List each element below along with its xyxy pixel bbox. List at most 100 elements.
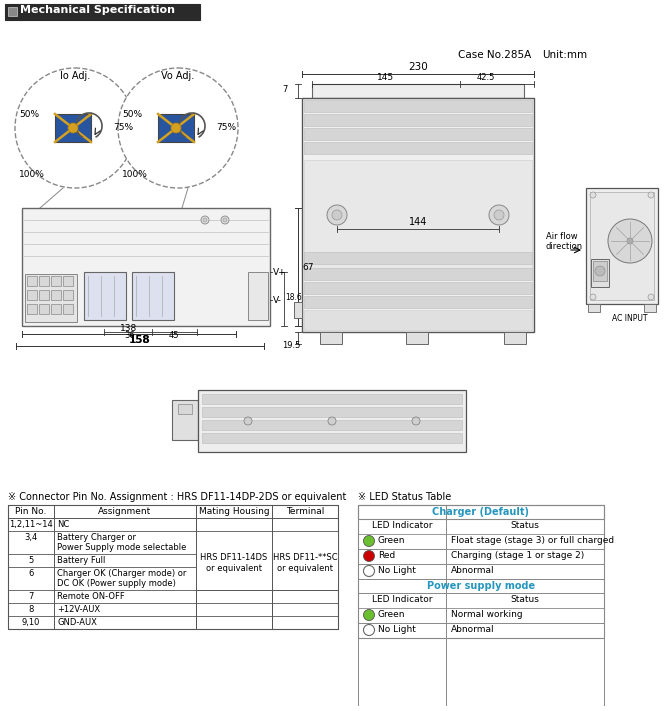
Text: 75%: 75% xyxy=(113,123,133,132)
Text: 158: 158 xyxy=(130,335,150,345)
Bar xyxy=(178,404,192,414)
Circle shape xyxy=(364,535,375,547)
Bar xyxy=(304,128,532,140)
Bar xyxy=(39,304,49,314)
Bar xyxy=(593,261,607,281)
Circle shape xyxy=(364,565,375,577)
Bar xyxy=(27,276,37,286)
Circle shape xyxy=(332,210,342,220)
Bar xyxy=(63,290,73,300)
Bar xyxy=(304,160,532,270)
Text: No Light: No Light xyxy=(378,566,416,575)
Circle shape xyxy=(590,294,596,300)
Bar xyxy=(84,272,126,320)
Circle shape xyxy=(15,68,135,188)
Text: Battery Full: Battery Full xyxy=(57,556,105,565)
Text: Mating Housing: Mating Housing xyxy=(199,507,269,516)
Text: 18.6: 18.6 xyxy=(285,294,302,302)
Text: Status: Status xyxy=(511,595,539,604)
Text: Assignment: Assignment xyxy=(98,507,151,516)
Circle shape xyxy=(221,216,229,224)
Text: HRS DF11-14DS
or equivalent: HRS DF11-14DS or equivalent xyxy=(200,553,267,573)
Text: ※ LED Status Table: ※ LED Status Table xyxy=(358,492,452,502)
Text: HRS DF11-**SC
or equivalent: HRS DF11-**SC or equivalent xyxy=(273,553,337,573)
Text: Io Adj.: Io Adj. xyxy=(60,71,90,81)
Circle shape xyxy=(223,218,227,222)
Text: 5: 5 xyxy=(28,556,34,565)
Bar xyxy=(132,272,174,320)
Text: Green: Green xyxy=(378,536,405,545)
Circle shape xyxy=(68,123,78,133)
Bar xyxy=(202,407,462,417)
Bar xyxy=(39,276,49,286)
Text: Abnormal: Abnormal xyxy=(451,625,494,634)
Text: 138: 138 xyxy=(121,324,137,333)
Text: Charger OK (Charger mode) or
DC OK (Power supply mode): Charger OK (Charger mode) or DC OK (Powe… xyxy=(57,569,186,589)
Text: 144: 144 xyxy=(409,217,427,227)
Circle shape xyxy=(494,210,504,220)
Bar xyxy=(51,304,61,314)
Bar xyxy=(406,332,428,344)
Bar xyxy=(304,296,532,308)
Bar xyxy=(358,505,604,519)
Bar xyxy=(8,7,17,16)
Circle shape xyxy=(489,205,509,225)
Bar xyxy=(304,282,532,294)
Text: Abnormal: Abnormal xyxy=(451,566,494,575)
Text: 36: 36 xyxy=(125,331,135,340)
Text: Power supply mode: Power supply mode xyxy=(427,581,535,591)
Text: 3,4: 3,4 xyxy=(24,533,38,542)
Text: Green: Green xyxy=(378,610,405,619)
Bar xyxy=(304,268,532,280)
Bar xyxy=(5,4,200,20)
Text: 1,2,11~14: 1,2,11~14 xyxy=(9,520,53,529)
Text: 7: 7 xyxy=(283,85,288,95)
Circle shape xyxy=(590,192,596,198)
Text: Charger (Default): Charger (Default) xyxy=(433,507,529,517)
Circle shape xyxy=(595,266,605,276)
Circle shape xyxy=(648,294,654,300)
Circle shape xyxy=(412,417,420,425)
Text: 6: 6 xyxy=(28,569,34,578)
Circle shape xyxy=(203,218,207,222)
Text: NC: NC xyxy=(57,520,69,529)
Bar xyxy=(202,394,462,404)
Text: AC INPUT: AC INPUT xyxy=(612,314,648,323)
Bar xyxy=(25,274,77,322)
Text: Red: Red xyxy=(378,551,395,560)
Circle shape xyxy=(171,123,181,133)
Text: Float stage (stage 3) or full charged: Float stage (stage 3) or full charged xyxy=(451,536,614,545)
Bar xyxy=(304,114,532,126)
Text: Vo Adj.: Vo Adj. xyxy=(161,71,194,81)
Bar xyxy=(304,100,532,112)
Circle shape xyxy=(201,216,209,224)
Text: 75%: 75% xyxy=(216,123,236,132)
Bar xyxy=(590,192,654,300)
Bar xyxy=(202,420,462,430)
Text: Terminal: Terminal xyxy=(286,507,324,516)
Text: 67: 67 xyxy=(302,262,314,272)
Bar xyxy=(248,272,268,320)
Bar xyxy=(63,304,73,314)
Circle shape xyxy=(118,68,238,188)
Text: 42.5: 42.5 xyxy=(477,73,495,82)
Text: Air flow
direction: Air flow direction xyxy=(546,232,583,252)
Text: LED Indicator: LED Indicator xyxy=(372,521,432,530)
Bar xyxy=(294,302,302,318)
Text: V+: V+ xyxy=(273,268,287,277)
Text: 158: 158 xyxy=(129,335,151,345)
Bar xyxy=(39,290,49,300)
Text: +12V-AUX: +12V-AUX xyxy=(57,605,100,614)
Bar xyxy=(22,208,270,326)
Circle shape xyxy=(364,609,375,621)
Bar xyxy=(586,188,658,304)
Text: GND-AUX: GND-AUX xyxy=(57,618,97,627)
Circle shape xyxy=(244,417,252,425)
Text: 100%: 100% xyxy=(19,170,45,179)
Text: No Light: No Light xyxy=(378,625,416,634)
Text: 7: 7 xyxy=(28,592,34,601)
Bar xyxy=(55,114,91,142)
Bar xyxy=(51,290,61,300)
Text: Case No.285A: Case No.285A xyxy=(458,50,531,60)
Circle shape xyxy=(364,624,375,636)
